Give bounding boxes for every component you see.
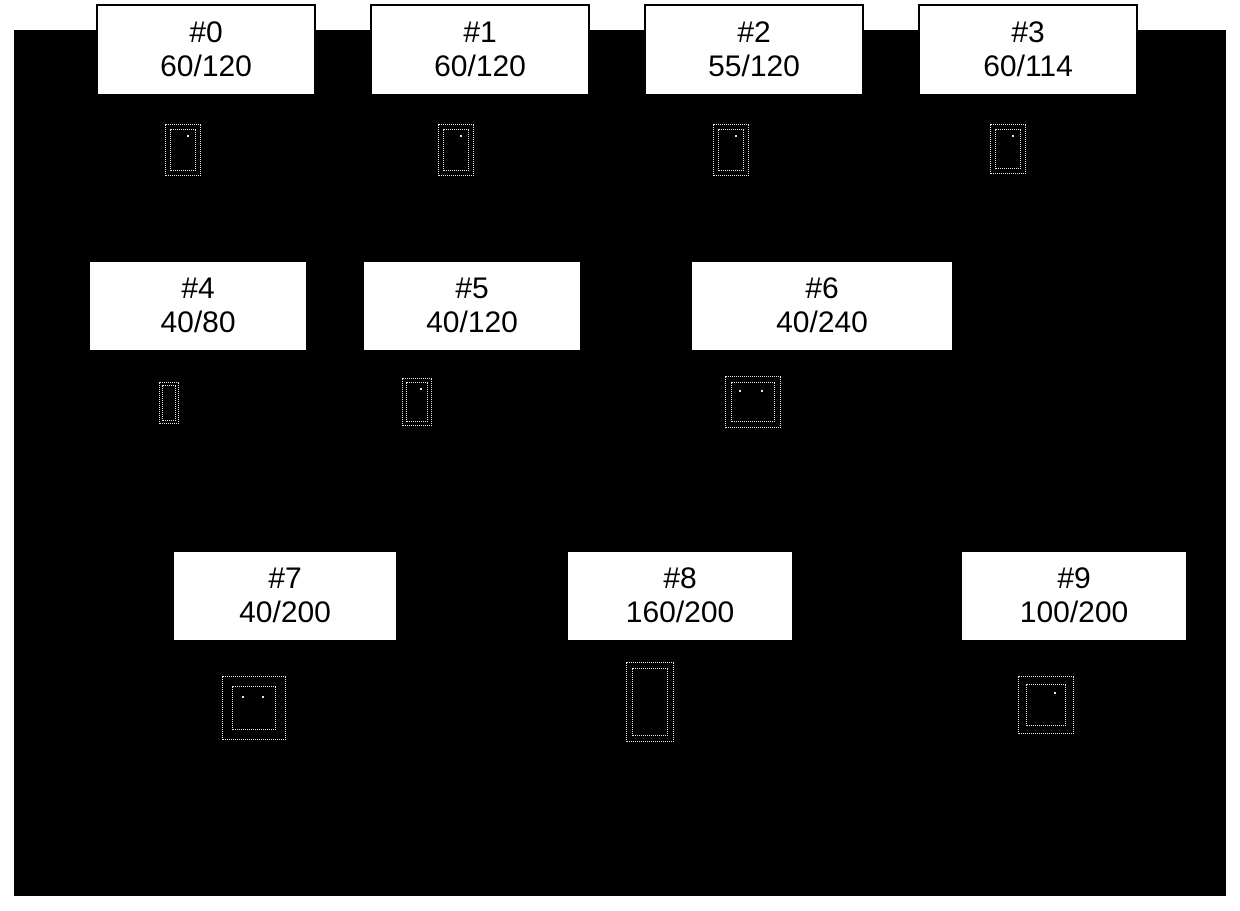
item-ratio: 60/120 xyxy=(434,50,526,85)
item-id: #5 xyxy=(455,272,488,307)
label-box-6: #6 40/240 xyxy=(690,260,954,352)
label-box-4: #4 40/80 xyxy=(88,260,308,352)
label-box-9: #9 100/200 xyxy=(960,550,1188,642)
item-id: #3 xyxy=(1011,16,1044,51)
item-id: #9 xyxy=(1057,562,1090,597)
label-box-2: #2 55/120 xyxy=(644,4,864,96)
item-ratio: 40/120 xyxy=(426,306,518,341)
label-box-3: #3 60/114 xyxy=(918,4,1138,96)
item-ratio: 100/200 xyxy=(1020,596,1128,631)
canvas: #0 60/120 #1 60/120 #2 55/120 #3 60/114 … xyxy=(0,0,1240,911)
item-ratio: 55/120 xyxy=(708,50,800,85)
glyph-8 xyxy=(626,662,674,742)
item-id: #6 xyxy=(805,272,838,307)
item-ratio: 60/120 xyxy=(160,50,252,85)
item-id: #8 xyxy=(663,562,696,597)
glyph-9 xyxy=(1018,676,1074,734)
item-id: #2 xyxy=(737,16,770,51)
item-ratio: 40/240 xyxy=(776,306,868,341)
item-id: #4 xyxy=(181,272,214,307)
item-ratio: 60/114 xyxy=(983,50,1073,85)
item-id: #0 xyxy=(189,16,222,51)
label-box-5: #5 40/120 xyxy=(362,260,582,352)
glyph-4 xyxy=(159,382,179,424)
glyph-7 xyxy=(222,676,286,740)
item-ratio: 40/200 xyxy=(239,596,331,631)
glyph-2 xyxy=(713,124,749,176)
label-box-0: #0 60/120 xyxy=(96,4,316,96)
label-box-1: #1 60/120 xyxy=(370,4,590,96)
glyph-0 xyxy=(165,124,201,176)
glyph-3 xyxy=(990,124,1026,174)
item-ratio: 160/200 xyxy=(626,596,734,631)
glyph-1 xyxy=(438,124,474,176)
glyph-6 xyxy=(725,376,781,428)
item-ratio: 40/80 xyxy=(160,306,235,341)
label-box-7: #7 40/200 xyxy=(172,550,398,642)
label-box-8: #8 160/200 xyxy=(566,550,794,642)
item-id: #1 xyxy=(463,16,496,51)
glyph-5 xyxy=(402,378,432,426)
item-id: #7 xyxy=(268,562,301,597)
